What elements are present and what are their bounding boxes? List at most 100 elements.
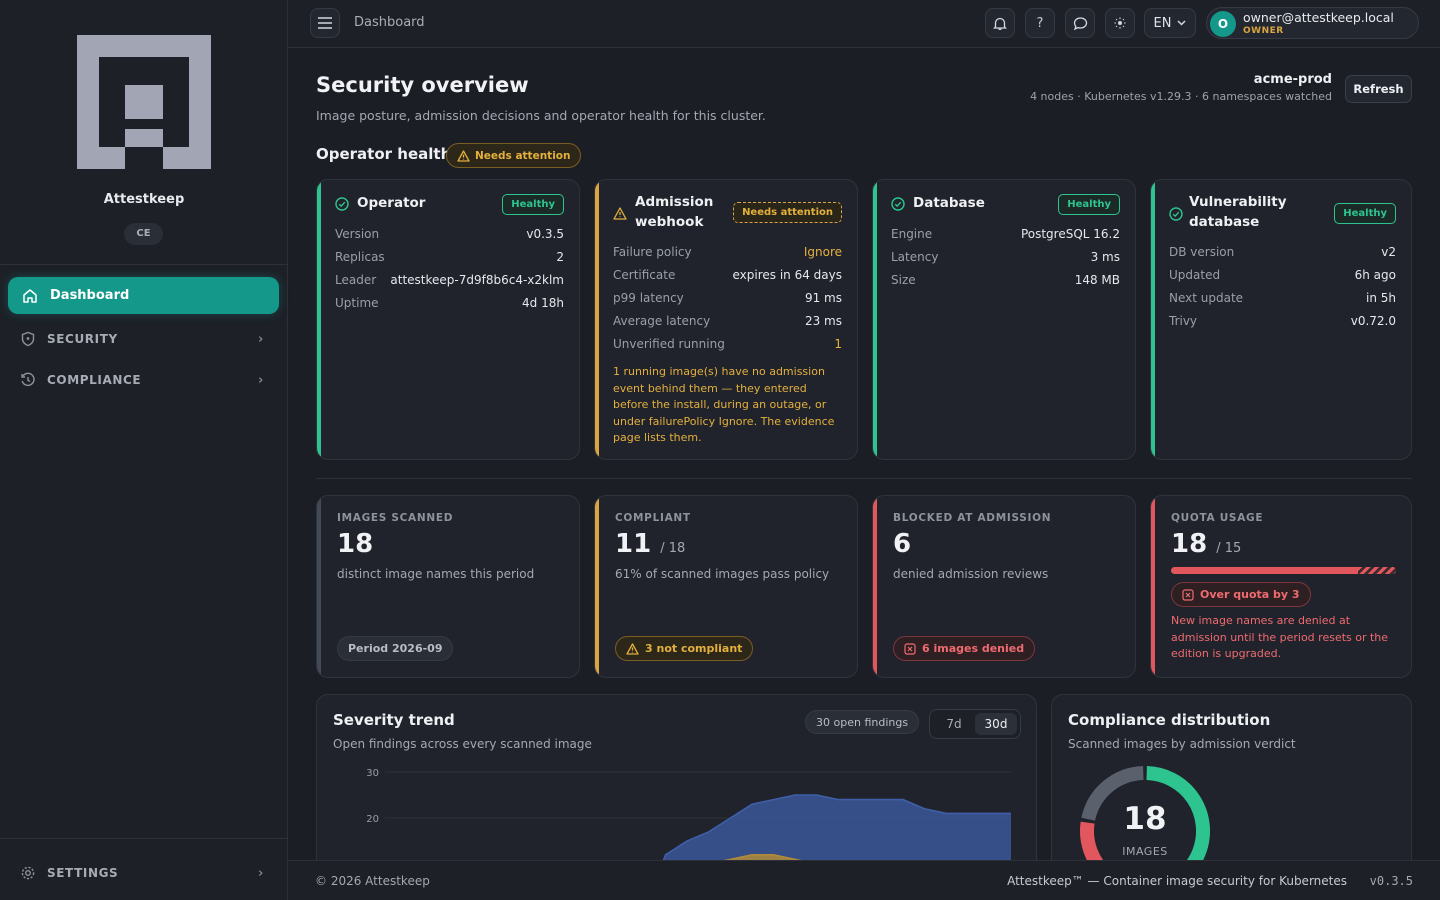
range-7d-button[interactable]: 7d xyxy=(946,717,962,731)
y-tick-label: 20 xyxy=(366,814,379,825)
stat-label: QUOTA USAGE xyxy=(1171,512,1264,524)
status-badge-label: Needs attention xyxy=(475,149,571,162)
stat-description: distinct image names this period xyxy=(337,567,535,581)
webhook-warning-note: 1 running image(s) have no admission eve… xyxy=(613,365,835,444)
quota-overflow xyxy=(1358,567,1396,574)
warning-icon xyxy=(613,207,627,220)
panel-subtitle: Open findings across every scanned image xyxy=(333,737,592,751)
kv-row: Version v0.3.5 xyxy=(335,227,564,241)
area-series xyxy=(663,795,1011,860)
kv-row: Trivy v0.72.0 xyxy=(1169,314,1396,328)
kv-row: Engine PostgreSQL 16.2 xyxy=(891,227,1120,241)
y-tick-label: 30 xyxy=(366,768,379,779)
chevron-right-icon: › xyxy=(258,332,264,347)
range-30d-button[interactable]: 30d xyxy=(975,713,1017,735)
help-icon: ? xyxy=(1036,15,1044,31)
stat-description: denied admission reviews xyxy=(893,567,1049,581)
kv-row: p99 latency 91 ms xyxy=(613,291,842,305)
stat-value: 18 xyxy=(337,529,374,559)
home-icon xyxy=(23,288,37,303)
edition-badge: CE xyxy=(124,223,163,245)
topbar: Dashboard ? EN O owner@attestkeep.local … xyxy=(288,0,1440,48)
avatar: O xyxy=(1210,11,1236,37)
hamburger-icon xyxy=(318,17,332,29)
language-select[interactable]: EN xyxy=(1144,8,1196,38)
sidebar-divider xyxy=(0,264,288,265)
donut-total: 18 xyxy=(1123,801,1167,837)
severity-trend-panel: Severity trend Open findings across ever… xyxy=(316,694,1037,860)
check-circle-icon xyxy=(891,197,905,211)
kv-row: Next update in 5h xyxy=(1169,291,1396,305)
status-badge: Healthy xyxy=(1334,203,1396,224)
denied-badge[interactable]: 6 images denied xyxy=(893,636,1036,661)
cluster-name: acme-prod xyxy=(1253,72,1332,87)
status-badge: Healthy xyxy=(1058,194,1120,215)
operator-card: Operator Healthy Version v0.3.5 Replicas 2… xyxy=(316,179,580,460)
x-square-icon xyxy=(904,642,916,655)
footer: © 2026 Attestkeep Attestkeep™ — Containe… xyxy=(288,860,1440,900)
quota-card: QUOTA USAGE 18 / 15 Over quota by 3 New … xyxy=(1150,495,1412,678)
blocked-card: BLOCKED AT ADMISSION 6 denied admission … xyxy=(872,495,1136,678)
menu-toggle-button[interactable] xyxy=(310,8,340,38)
x-square-icon xyxy=(1182,588,1194,601)
check-circle-icon xyxy=(1169,207,1183,221)
chevron-down-icon xyxy=(1177,20,1186,26)
donut-slice xyxy=(1146,766,1211,860)
stat-label: COMPLIANT xyxy=(615,512,691,524)
warning-icon xyxy=(626,642,639,655)
warning-icon xyxy=(457,149,470,162)
sidebar-item-dashboard[interactable]: Dashboard xyxy=(8,277,279,314)
compliance-donut-chart xyxy=(1080,766,1211,860)
user-email: owner@attestkeep.local xyxy=(1243,10,1394,25)
kv-row: Updated 6h ago xyxy=(1169,268,1396,282)
chevron-right-icon: › xyxy=(258,866,264,881)
user-menu[interactable]: O owner@attestkeep.local OWNER xyxy=(1206,7,1419,39)
kv-row: Failure policy Ignore xyxy=(613,245,842,259)
sidebar-item-security[interactable]: SECURITY › xyxy=(20,328,270,350)
not-compliant-badge[interactable]: 3 not compliant xyxy=(615,636,754,661)
card-title: Database xyxy=(913,195,985,211)
kv-row: Leader attestkeep-7d9f8b6c4-x2klm xyxy=(335,273,564,287)
period-badge: Period 2026-09 xyxy=(337,636,454,661)
series-line xyxy=(662,794,1011,860)
kv-row: DB version v2 xyxy=(1169,245,1396,259)
status-badge: Healthy xyxy=(502,194,564,215)
stat-value: 18 / 15 xyxy=(1171,529,1242,559)
kv-row: Uptime 4d 18h xyxy=(335,296,564,310)
area-series xyxy=(727,854,798,860)
database-card: Database Healthy Engine PostgreSQL 16.2 L… xyxy=(872,179,1136,460)
vulnerability-db-card: Vulnerability database Healthy DB versio… xyxy=(1150,179,1412,460)
over-quota-badge: Over quota by 3 xyxy=(1171,582,1311,607)
shield-icon xyxy=(20,331,38,347)
kv-row: Unverified running 1 xyxy=(613,337,842,351)
history-icon xyxy=(20,372,38,388)
sidebar-divider xyxy=(0,838,288,839)
theme-toggle-button[interactable] xyxy=(1105,8,1135,38)
sidebar-item-label: SETTINGS xyxy=(47,866,119,880)
status-badge: Needs attention xyxy=(446,143,582,168)
sidebar-item-label: Dashboard xyxy=(50,288,130,303)
sidebar-item-compliance[interactable]: COMPLIANCE › xyxy=(20,369,270,391)
chevron-right-icon: › xyxy=(258,373,264,388)
feedback-button[interactable] xyxy=(1065,8,1095,38)
page-subtitle: Image posture, admission decisions and o… xyxy=(316,108,766,123)
sidebar-item-label: COMPLIANCE xyxy=(47,373,142,387)
refresh-button[interactable]: Refresh xyxy=(1345,75,1412,103)
kv-row: Latency 3 ms xyxy=(891,250,1120,264)
section-divider xyxy=(316,478,1412,479)
sidebar-item-settings[interactable]: SETTINGS › xyxy=(20,862,270,884)
help-button[interactable]: ? xyxy=(1025,8,1055,38)
compliance-distribution-panel: Compliance distribution Scanned images b… xyxy=(1051,694,1412,860)
stat-value: 11 / 18 xyxy=(615,529,686,559)
brand-logo xyxy=(77,35,211,169)
status-badge: Needs attention xyxy=(733,202,842,223)
open-findings-badge: 30 open findings xyxy=(805,710,920,734)
version-label: v0.3.5 xyxy=(1369,874,1413,888)
card-title: Operator xyxy=(357,195,426,211)
panel-title: Compliance distribution xyxy=(1068,711,1271,729)
check-circle-icon xyxy=(335,197,349,211)
quota-progress-bar xyxy=(1171,567,1396,574)
stat-label: BLOCKED AT ADMISSION xyxy=(893,512,1052,524)
gear-icon xyxy=(20,865,38,881)
notifications-button[interactable] xyxy=(985,8,1015,38)
